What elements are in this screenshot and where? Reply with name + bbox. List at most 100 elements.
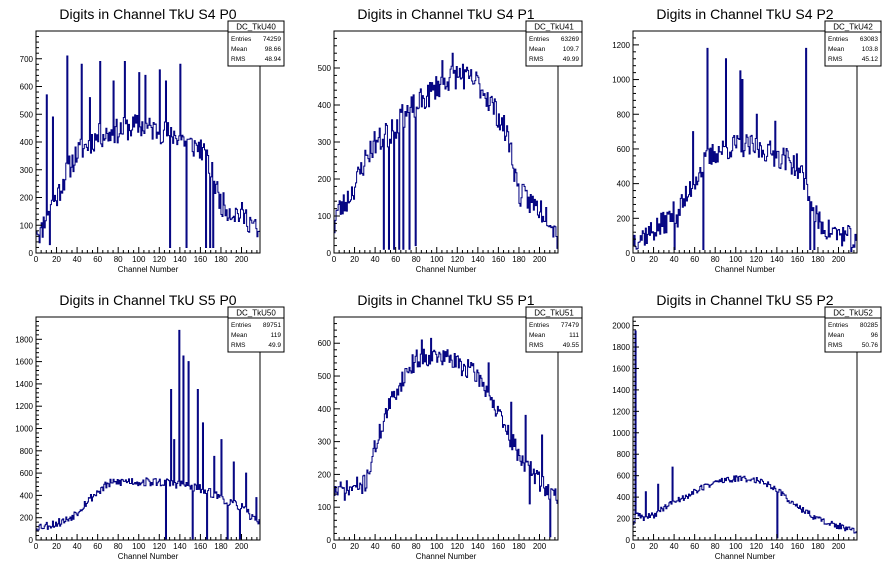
x-tick-label: 20 [649, 255, 658, 264]
stats-name: DC_TkU50 [236, 309, 276, 318]
x-tick-label: 200 [235, 542, 249, 551]
stats-name: DC_TkU40 [236, 23, 276, 32]
y-tick-label: 100 [318, 212, 332, 221]
y-tick-label: 1400 [15, 380, 33, 389]
y-tick-label: 1000 [612, 429, 630, 438]
x-axis-label: Channel Number [715, 265, 776, 274]
y-tick-label: 400 [617, 493, 631, 502]
histogram-series [36, 329, 260, 540]
stats-label: RMS [231, 56, 246, 63]
y-tick-label: 800 [20, 447, 34, 456]
x-axis-label: Channel Number [416, 552, 477, 561]
stats-label: Mean [828, 46, 845, 53]
histogram-panel-5: Digits in Channel TkU S5 P1 0 20 40 60 80 100 1… [318, 292, 583, 561]
stats-value: 98.66 [265, 46, 282, 53]
x-tick-label: 200 [235, 255, 249, 264]
x-tick-label: 20 [350, 255, 359, 264]
x-tick-label: 100 [729, 255, 743, 264]
x-tick-label: 140 [770, 542, 784, 551]
y-tick-label: 1000 [15, 425, 33, 434]
x-tick-label: 60 [690, 542, 699, 551]
stats-value: 45.12 [862, 56, 879, 63]
stats-value: 74259 [263, 36, 281, 43]
x-tick-label: 40 [73, 255, 82, 264]
x-tick-label: 120 [153, 255, 167, 264]
stats-label: RMS [828, 56, 843, 63]
x-tick-label: 160 [791, 255, 805, 264]
stats-label: Entries [828, 36, 849, 43]
stats-value: 80285 [860, 322, 878, 329]
x-tick-label: 140 [471, 542, 485, 551]
y-tick-label: 1000 [612, 76, 630, 85]
stats-value: 50.76 [862, 342, 879, 349]
y-tick-label: 200 [20, 514, 34, 523]
y-tick-label: 400 [318, 101, 332, 110]
histogram-panel-2: Digits in Channel TkU S4 P1 0 20 40 60 80 100 1… [318, 6, 583, 274]
x-axis-label: Channel Number [715, 552, 776, 561]
x-tick-label: 180 [512, 542, 526, 551]
x-tick-label: 140 [770, 255, 784, 264]
stats-label: Entries [231, 36, 252, 43]
x-tick-label: 20 [350, 542, 359, 551]
stats-label: Mean [529, 46, 546, 53]
x-tick-label: 80 [711, 255, 720, 264]
stats-value: 119 [271, 332, 282, 339]
stats-label: RMS [828, 342, 843, 349]
y-tick-label: 1200 [15, 402, 33, 411]
stats-value: 49.9 [268, 342, 281, 349]
y-tick-label: 0 [29, 536, 34, 545]
y-tick-label: 0 [29, 249, 34, 258]
x-axis-label: Channel Number [118, 552, 179, 561]
histogram-panel-3: Digits in Channel TkU S4 P2 0 20 40 60 80 100 1… [612, 6, 882, 274]
x-tick-label: 20 [649, 542, 658, 551]
y-tick-label: 200 [20, 194, 34, 203]
x-tick-label: 120 [451, 255, 465, 264]
x-tick-label: 160 [492, 542, 506, 551]
x-tick-label: 180 [811, 255, 825, 264]
y-tick-label: 1600 [15, 358, 33, 367]
x-tick-label: 160 [791, 542, 805, 551]
x-tick-label: 0 [332, 542, 337, 551]
y-tick-label: 0 [626, 536, 631, 545]
y-tick-label: 100 [20, 221, 34, 230]
x-tick-label: 200 [533, 255, 547, 264]
y-tick-label: 1800 [15, 335, 33, 344]
x-tick-label: 80 [711, 542, 720, 551]
stats-value: 111 [569, 332, 579, 339]
y-tick-label: 400 [617, 180, 631, 189]
x-tick-label: 180 [512, 255, 526, 264]
x-tick-label: 140 [173, 542, 187, 551]
x-tick-label: 200 [832, 542, 846, 551]
stats-label: Entries [529, 322, 550, 329]
panel-title: Digits in Channel TkU S5 P0 [59, 292, 236, 308]
plot-frame [333, 30, 559, 254]
y-tick-label: 100 [318, 503, 332, 512]
y-tick-label: 200 [318, 175, 332, 184]
y-tick-label: 1200 [612, 407, 630, 416]
histogram-panel-4: Digits in Channel TkU S5 P0 0 20 40 60 80 100 1… [15, 292, 285, 561]
y-tick-label: 0 [327, 249, 332, 258]
stats-name: DC_TkU51 [534, 309, 574, 318]
y-tick-label: 200 [318, 470, 332, 479]
x-tick-label: 0 [34, 255, 39, 264]
x-tick-label: 0 [34, 542, 39, 551]
panel-title: Digits in Channel TkU S5 P2 [656, 292, 833, 308]
y-tick-label: 400 [20, 491, 34, 500]
x-tick-label: 160 [492, 255, 506, 264]
x-tick-label: 120 [750, 542, 764, 551]
y-tick-label: 800 [617, 110, 631, 119]
x-tick-label: 80 [412, 255, 421, 264]
stats-label: Mean [231, 332, 248, 339]
histogram-series [36, 55, 260, 248]
stats-value: 77479 [561, 322, 579, 329]
y-tick-label: 1400 [612, 386, 630, 395]
x-tick-label: 20 [52, 542, 61, 551]
y-tick-label: 600 [617, 145, 631, 154]
stats-label: Mean [828, 332, 845, 339]
x-tick-label: 160 [194, 542, 208, 551]
x-tick-label: 60 [93, 542, 102, 551]
x-tick-label: 60 [391, 255, 400, 264]
x-tick-label: 100 [430, 542, 444, 551]
x-tick-label: 140 [471, 255, 485, 264]
